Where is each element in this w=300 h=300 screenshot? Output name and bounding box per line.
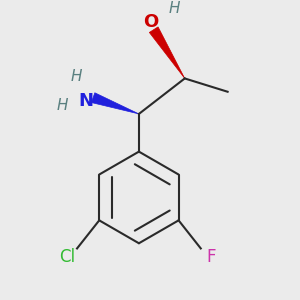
Text: F: F: [206, 248, 216, 266]
Text: H: H: [56, 98, 68, 112]
Text: Cl: Cl: [58, 248, 75, 266]
Polygon shape: [92, 93, 139, 114]
Text: O: O: [143, 13, 158, 31]
Text: H: H: [71, 70, 82, 85]
Text: H: H: [169, 2, 180, 16]
Polygon shape: [149, 27, 185, 78]
Text: N: N: [78, 92, 93, 110]
